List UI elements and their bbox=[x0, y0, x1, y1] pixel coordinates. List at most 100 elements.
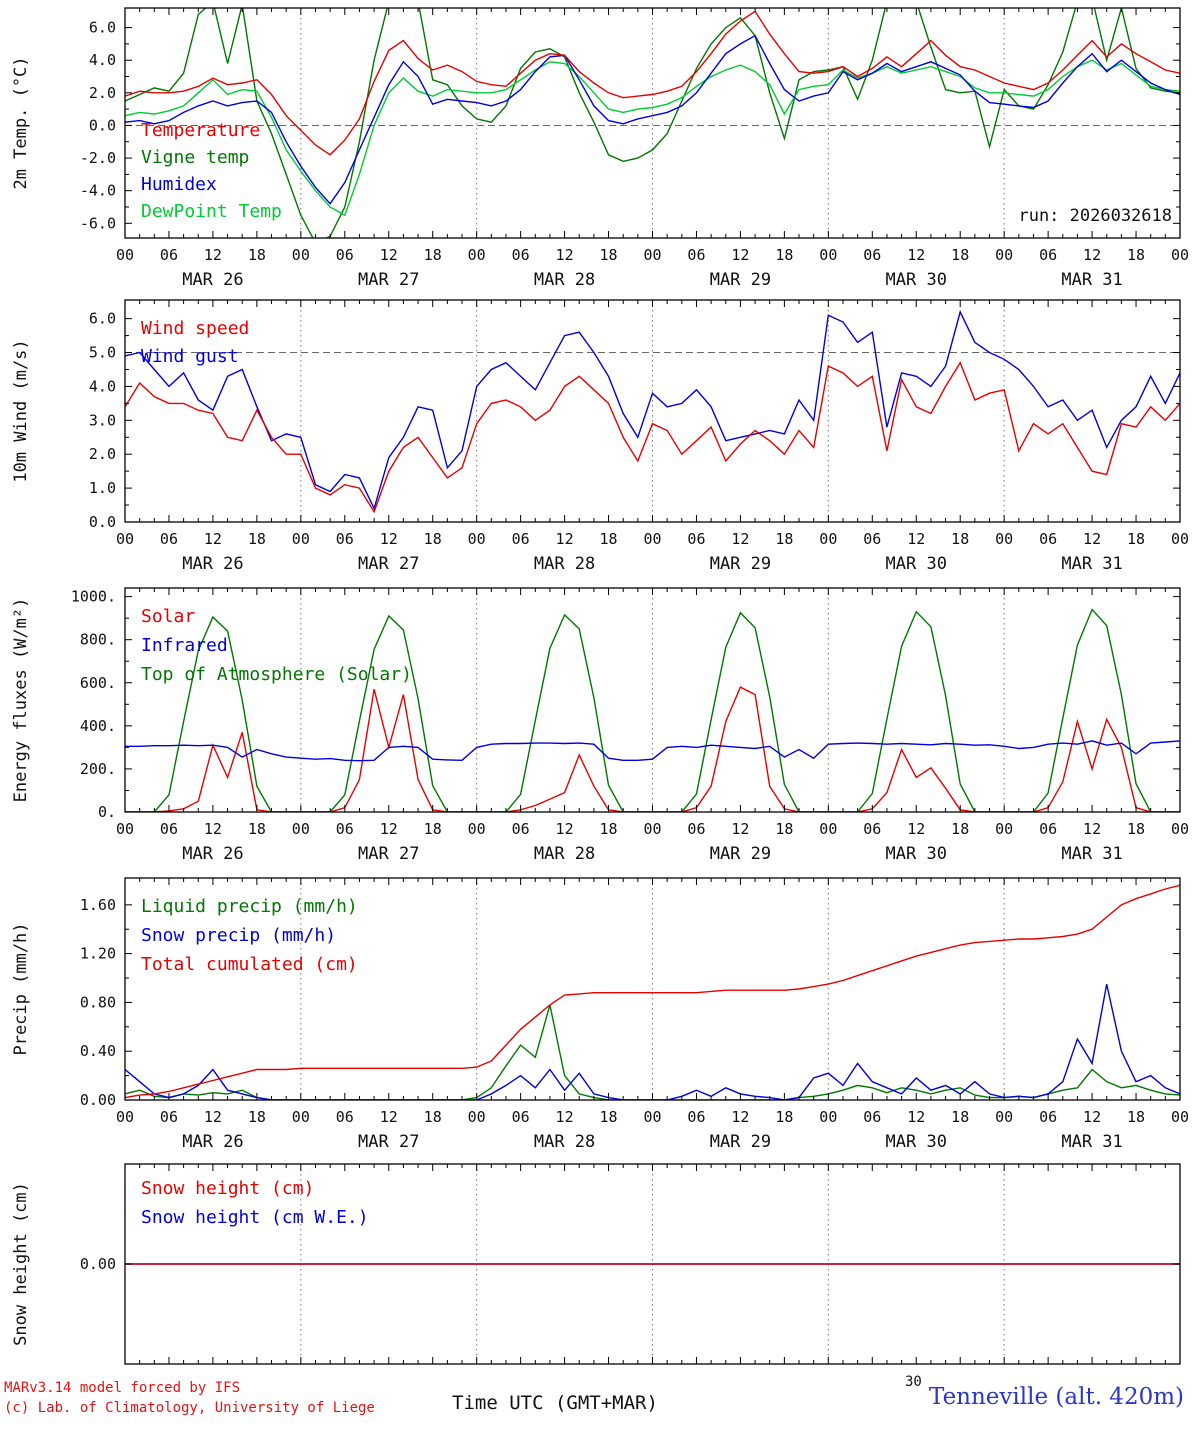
x-tick-label: 18 bbox=[600, 530, 618, 548]
x-tick-label: 06 bbox=[336, 820, 354, 838]
y-tick-label: 5.0 bbox=[89, 344, 116, 362]
day-label: MAR 29 bbox=[710, 554, 771, 574]
day-label: MAR 28 bbox=[534, 844, 595, 864]
x-tick-label: 12 bbox=[731, 530, 749, 548]
panel-energy: 1000. 800. 600. 400. 200. 0. 00 06 12 18 00 06 12 18 0… bbox=[0, 580, 1194, 870]
x-tick-label: 00 bbox=[995, 246, 1013, 264]
x-tick-label: 00 bbox=[116, 1108, 134, 1126]
x-tick-label: 00 bbox=[1171, 246, 1189, 264]
x-tick-label: 00 bbox=[819, 246, 837, 264]
legend-total-cumulated-cm-: Total cumulated (cm) bbox=[141, 954, 358, 975]
legend-liquid-precip-mm-h-: Liquid precip (mm/h) bbox=[141, 896, 358, 917]
day-label: MAR 28 bbox=[534, 270, 595, 290]
y-tick-label: 1000. bbox=[71, 588, 116, 606]
x-tick-label: 06 bbox=[687, 820, 705, 838]
x-tick-label: 06 bbox=[512, 530, 530, 548]
legend-vigne-temp: Vigne temp bbox=[141, 147, 249, 168]
x-tick-label: 18 bbox=[424, 1108, 442, 1126]
legend-dewpoint-temp: DewPoint Temp bbox=[141, 201, 282, 222]
x-tick-label: 06 bbox=[863, 530, 881, 548]
x-tick-label: 12 bbox=[907, 530, 925, 548]
x-tick-label: 18 bbox=[951, 530, 969, 548]
x-tick-label: 12 bbox=[907, 820, 925, 838]
x-tick-label: 18 bbox=[1127, 820, 1145, 838]
x-tick-label: 12 bbox=[1083, 1108, 1101, 1126]
y-axis-label: 2m Temp. (°C) bbox=[11, 56, 31, 189]
x-tick-label: 12 bbox=[204, 820, 222, 838]
day-label: MAR 26 bbox=[182, 270, 243, 290]
day-label: MAR 30 bbox=[886, 1132, 947, 1152]
legend-snow-height-cm-: Snow height (cm) bbox=[141, 1178, 314, 1199]
legend-snow-height-cm-w-e-: Snow height (cm W.E.) bbox=[141, 1207, 369, 1228]
x-tick-label: 00 bbox=[643, 530, 661, 548]
x-tick-label: 18 bbox=[600, 820, 618, 838]
panel-wind10m: 6.0 5.0 4.0 3.0 2.0 1.0 0.0 00 06 12 18 00 06 12 18 00 0… bbox=[0, 292, 1194, 580]
y-tick-label: 4.0 bbox=[89, 377, 116, 395]
y-tick-label: 0.00 bbox=[80, 1091, 116, 1109]
x-tick-label: 00 bbox=[819, 530, 837, 548]
credit-line-1: MARv3.14 model forced by IFS bbox=[4, 1380, 241, 1396]
x-tick-label: 18 bbox=[248, 1108, 266, 1126]
x-tick-label: 18 bbox=[775, 246, 793, 264]
snowheight-chart: 0.00 Snow height (cm) Snow height (cm) Snow… bbox=[11, 1163, 1181, 1365]
day-label: MAR 29 bbox=[710, 1132, 771, 1152]
x-tick-label: 12 bbox=[556, 246, 574, 264]
x-tick-label: 12 bbox=[204, 530, 222, 548]
day-label: MAR 29 bbox=[710, 844, 771, 864]
x-tick-label: 06 bbox=[160, 246, 178, 264]
day-label: MAR 26 bbox=[182, 554, 243, 574]
x-tick-label: 12 bbox=[731, 820, 749, 838]
y-tick-label: 0.40 bbox=[80, 1042, 116, 1060]
x-tick-label: 06 bbox=[1039, 1108, 1057, 1126]
x-tick-label: 18 bbox=[1127, 246, 1145, 264]
legend-infrared: Infrared bbox=[141, 635, 228, 656]
meteogram-panels: 6.0 4.0 2.0 0.0 -2.0 -4.0 -6.0 00 06 12 18 00 06 12 18… bbox=[0, 7, 1194, 1365]
x-tick-label: 00 bbox=[643, 820, 661, 838]
y-tick-label: 1.0 bbox=[89, 479, 116, 497]
x-tick-label: 18 bbox=[951, 820, 969, 838]
day-label: MAR 27 bbox=[358, 1132, 419, 1152]
day-label: MAR 27 bbox=[358, 844, 419, 864]
panel-precip: 1.60 1.20 0.80 0.40 0.00 00 06 12 18 00 06 12 18 00 06… bbox=[0, 870, 1194, 1158]
x-tick-label: 18 bbox=[775, 820, 793, 838]
x-tick-label: 18 bbox=[775, 1108, 793, 1126]
x-tick-label: 00 bbox=[1171, 1108, 1189, 1126]
x-tick-label: 06 bbox=[336, 246, 354, 264]
day-label: MAR 30 bbox=[886, 270, 947, 290]
x-tick-label: 12 bbox=[380, 820, 398, 838]
x-tick-label: 12 bbox=[204, 246, 222, 264]
day-label: MAR 28 bbox=[534, 554, 595, 574]
energy-chart: 1000.800.600.400.200.0.00 06 12 18 00 06 12 18 0… bbox=[11, 587, 1189, 864]
credit-line-2: (c) Lab. of Climatology, University of L… bbox=[4, 1400, 375, 1417]
x-tick-label: 00 bbox=[468, 530, 486, 548]
y-tick-label: 2.0 bbox=[89, 445, 116, 463]
day-label: MAR 27 bbox=[358, 554, 419, 574]
x-tick-label: 06 bbox=[1039, 820, 1057, 838]
day-label: MAR 26 bbox=[182, 1132, 243, 1152]
x-tick-label: 00 bbox=[116, 820, 134, 838]
x-tick-label: 12 bbox=[731, 1108, 749, 1126]
x-tick-label: 00 bbox=[643, 246, 661, 264]
legend-wind-speed: Wind speed bbox=[141, 318, 249, 339]
station-label: Tenneville (alt. 420m) bbox=[929, 1384, 1184, 1410]
series-vigne-temp bbox=[125, 8, 1180, 238]
y-tick-label: 2.0 bbox=[89, 84, 116, 102]
day-label: MAR 31 bbox=[1061, 554, 1122, 574]
series-snow-precip bbox=[125, 983, 1180, 1100]
x-tick-label: 18 bbox=[951, 1108, 969, 1126]
x-tick-label: 12 bbox=[731, 246, 749, 264]
y-tick-label: 4.0 bbox=[89, 51, 116, 69]
x-tick-label: 00 bbox=[468, 820, 486, 838]
x-tick-label: 00 bbox=[1171, 820, 1189, 838]
day-label: MAR 27 bbox=[358, 270, 419, 290]
x-tick-label: 18 bbox=[248, 530, 266, 548]
x-tick-label: 12 bbox=[380, 530, 398, 548]
x-tick-label: 12 bbox=[380, 1108, 398, 1126]
y-tick-label: 3.0 bbox=[89, 411, 116, 429]
legend-solar: Solar bbox=[141, 606, 195, 627]
x-tick-label: 06 bbox=[863, 246, 881, 264]
y-tick-label: 0.80 bbox=[80, 993, 116, 1011]
x-tick-label: 00 bbox=[292, 1108, 310, 1126]
series-wind-gust bbox=[125, 309, 1180, 511]
